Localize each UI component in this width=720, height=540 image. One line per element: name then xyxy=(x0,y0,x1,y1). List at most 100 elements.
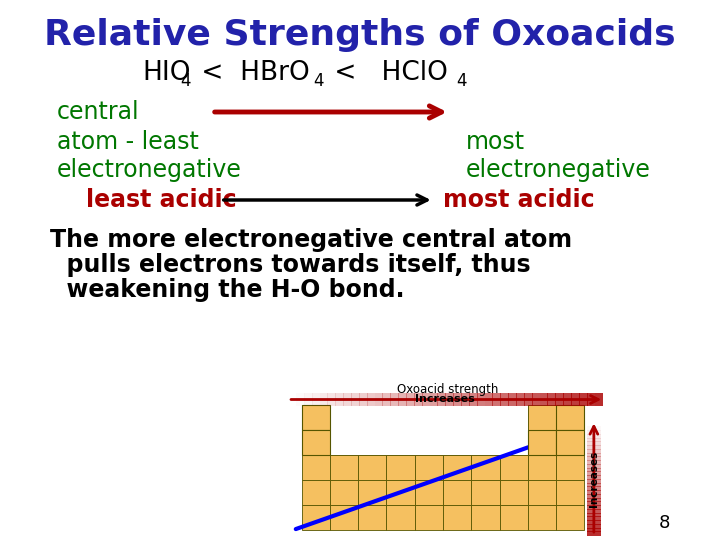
Bar xyxy=(528,505,556,530)
Bar xyxy=(415,430,443,455)
Bar xyxy=(359,405,387,430)
Bar xyxy=(330,430,359,455)
Bar xyxy=(387,480,415,505)
Bar xyxy=(587,468,600,472)
Bar xyxy=(587,516,600,521)
Bar xyxy=(547,393,556,406)
Bar xyxy=(359,455,387,480)
Bar xyxy=(528,480,556,505)
Bar xyxy=(443,480,472,505)
Text: Increases: Increases xyxy=(415,395,475,404)
Bar xyxy=(359,405,387,430)
Bar xyxy=(587,501,600,506)
Bar xyxy=(587,393,595,406)
Bar xyxy=(531,393,541,406)
Bar xyxy=(500,393,509,406)
Bar xyxy=(330,455,359,480)
Bar xyxy=(415,405,443,430)
Bar xyxy=(587,456,600,461)
Bar xyxy=(415,505,443,530)
Bar xyxy=(430,393,438,406)
Bar xyxy=(587,486,600,491)
Bar xyxy=(472,405,500,430)
Bar xyxy=(351,393,360,406)
Bar xyxy=(587,509,600,514)
Bar xyxy=(390,393,399,406)
Bar xyxy=(472,480,500,505)
Bar xyxy=(288,393,297,406)
Bar xyxy=(443,405,472,430)
Bar xyxy=(343,393,352,406)
Text: 4: 4 xyxy=(313,72,324,90)
Text: least acidic: least acidic xyxy=(86,188,237,212)
Bar xyxy=(587,445,600,450)
Bar xyxy=(524,393,533,406)
Bar xyxy=(587,426,600,431)
Bar xyxy=(414,393,423,406)
Text: Relative Strengths of Oxoacids: Relative Strengths of Oxoacids xyxy=(44,18,676,52)
Bar xyxy=(336,393,344,406)
Bar xyxy=(587,497,600,502)
Bar xyxy=(415,455,443,480)
Bar xyxy=(556,405,585,430)
Bar xyxy=(415,405,443,430)
Text: central: central xyxy=(57,100,139,124)
Bar xyxy=(587,505,600,510)
Bar xyxy=(387,505,415,530)
Bar xyxy=(443,405,472,430)
Bar xyxy=(472,455,500,480)
Bar xyxy=(366,393,376,406)
Bar xyxy=(330,405,359,430)
Bar xyxy=(359,505,387,530)
Bar xyxy=(500,405,528,430)
Bar xyxy=(461,393,469,406)
Bar xyxy=(587,460,600,465)
Bar xyxy=(539,393,549,406)
Bar xyxy=(422,393,431,406)
Bar xyxy=(587,512,600,517)
Bar xyxy=(500,480,528,505)
Bar xyxy=(587,441,600,446)
Bar xyxy=(443,430,472,455)
Bar xyxy=(302,455,330,480)
Bar xyxy=(472,505,500,530)
Bar xyxy=(528,455,556,480)
Bar xyxy=(302,405,330,430)
Bar xyxy=(443,455,472,480)
Bar xyxy=(302,430,330,455)
Bar xyxy=(500,505,528,530)
Text: The more electronegative central atom: The more electronegative central atom xyxy=(50,228,572,252)
Text: 8: 8 xyxy=(658,514,670,532)
Bar xyxy=(556,505,585,530)
Bar xyxy=(443,505,472,530)
Bar xyxy=(328,393,336,406)
Bar xyxy=(587,479,600,483)
Bar xyxy=(406,393,415,406)
Bar xyxy=(330,405,359,430)
Bar xyxy=(508,393,517,406)
Bar xyxy=(563,393,572,406)
Bar xyxy=(472,405,500,430)
Bar xyxy=(556,405,585,430)
Bar xyxy=(302,430,330,455)
Bar xyxy=(587,453,600,457)
Text: 4: 4 xyxy=(181,72,191,90)
Text: atom - least: atom - least xyxy=(57,130,199,154)
Bar xyxy=(320,393,328,406)
Text: 4: 4 xyxy=(456,72,467,90)
Bar xyxy=(587,464,600,469)
Bar xyxy=(387,430,415,455)
Bar xyxy=(453,393,462,406)
Bar xyxy=(587,434,600,438)
Text: Increases: Increases xyxy=(589,450,599,507)
Bar xyxy=(500,430,528,455)
Bar xyxy=(556,430,585,455)
Bar xyxy=(579,393,588,406)
Text: electronegative: electronegative xyxy=(466,158,651,182)
Bar xyxy=(387,405,415,430)
Bar xyxy=(359,393,368,406)
Text: electronegative: electronegative xyxy=(57,158,241,182)
Bar xyxy=(359,480,387,505)
Bar xyxy=(330,480,359,505)
Bar xyxy=(330,430,359,455)
